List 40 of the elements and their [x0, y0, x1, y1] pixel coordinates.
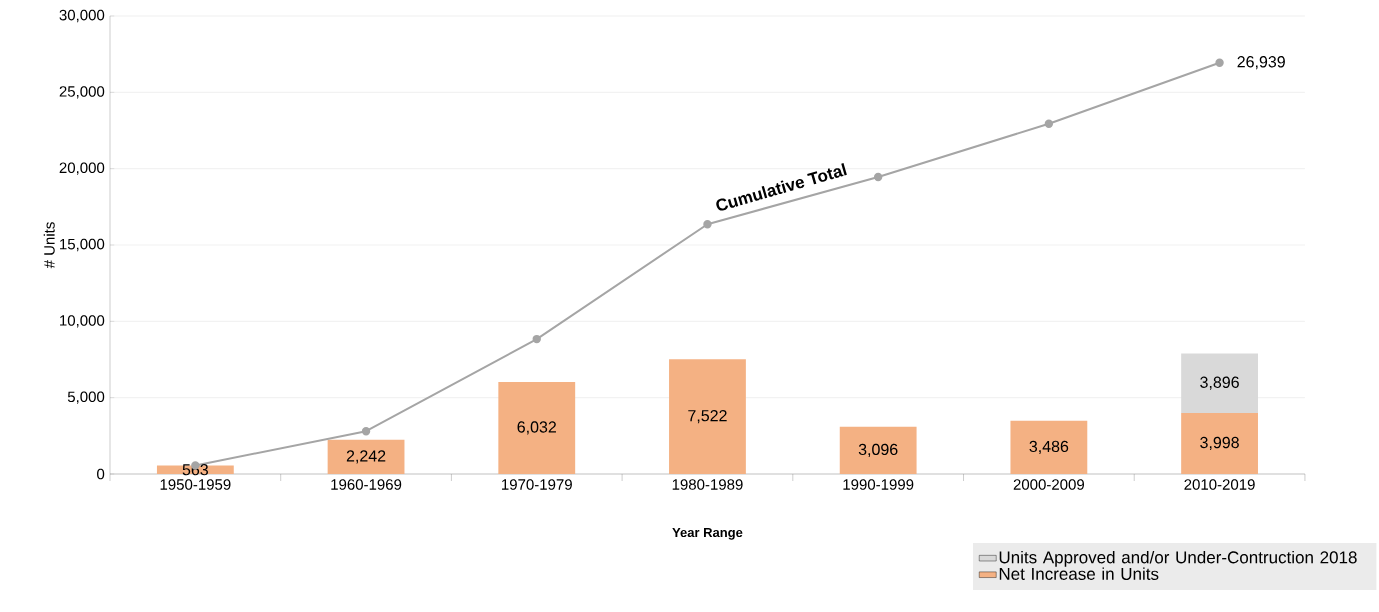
data-label: 3,896 — [1200, 376, 1239, 390]
data-label: 2,242 — [346, 450, 386, 464]
y-tick-label: 20,000 — [59, 162, 105, 175]
point — [1215, 58, 1224, 67]
y-tick-label: 10,000 — [60, 315, 105, 328]
point — [873, 172, 883, 182]
y-tick-label: 30,000 — [59, 9, 105, 23]
data-label: 26,939 — [1237, 56, 1285, 70]
data-label: 3,998 — [1200, 436, 1239, 451]
x-tick-label: 1970-1979 — [502, 479, 572, 490]
y-tick-label: 25,000 — [59, 86, 105, 99]
data-label: 3,096 — [858, 443, 898, 457]
bar — [156, 465, 234, 474]
bar — [1181, 412, 1258, 474]
x-tick-label: 1950-1959 — [160, 479, 231, 490]
legend-label: Units Approved and/or Under-Contruction 2018 — [999, 550, 1357, 567]
y-tick-label: 0 — [97, 468, 105, 480]
bar — [498, 381, 576, 474]
x-tick-label: 2000-2009 — [1013, 479, 1084, 490]
x-axis-title: Year Range — [672, 528, 743, 540]
point — [1044, 119, 1054, 128]
bar — [1010, 420, 1088, 474]
bar — [327, 439, 405, 474]
data-label: 3,486 — [1029, 440, 1069, 454]
legend-label: Net Increase in Units — [999, 567, 1159, 580]
x-tick-label: 1980-1989 — [672, 479, 743, 490]
point — [361, 426, 371, 436]
y-axis-title: # Units — [43, 222, 55, 269]
point — [532, 334, 541, 344]
x-tick-label: 1960-1969 — [331, 479, 402, 490]
data-label: 7,522 — [688, 409, 727, 424]
point — [703, 220, 712, 229]
bar — [1181, 353, 1258, 413]
bar — [669, 359, 746, 474]
y-tick-label: 15,000 — [60, 238, 105, 252]
x-tick-label: 1990-1999 — [843, 479, 914, 490]
x-tick-label: 2010-2019 — [1184, 479, 1255, 490]
bar — [839, 426, 917, 474]
data-label: 6,032 — [517, 421, 556, 435]
y-tick-label: 5,000 — [67, 391, 105, 404]
